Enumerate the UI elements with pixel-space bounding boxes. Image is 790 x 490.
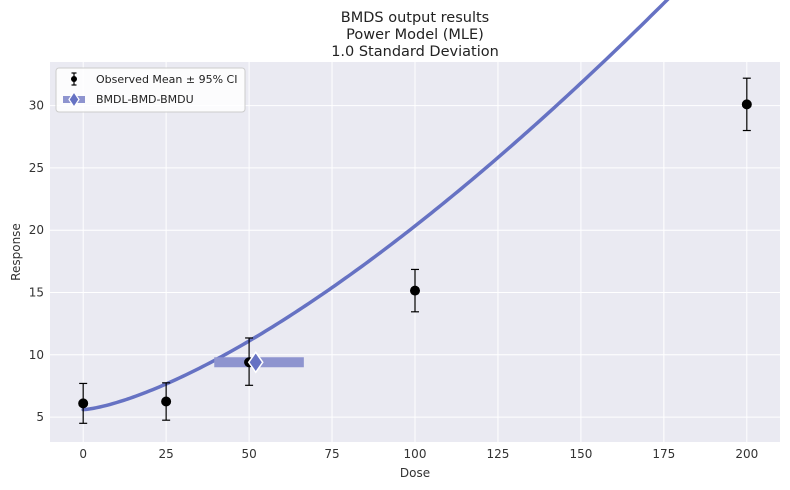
x-tick-label: 200 <box>735 447 758 461</box>
legend-observed-label: Observed Mean ± 95% CI <box>96 73 237 86</box>
bmd-marker <box>247 350 264 374</box>
legend-box <box>55 67 246 113</box>
x-tick-label: 150 <box>569 447 592 461</box>
y-tick-label: 15 <box>29 285 44 299</box>
legend-point-symbol <box>71 76 77 82</box>
x-tick-label: 175 <box>652 447 675 461</box>
observed-point <box>161 396 172 407</box>
x-tick-label: 125 <box>487 447 510 461</box>
observed-point <box>410 285 420 296</box>
model-curve <box>81 0 670 412</box>
chart-title-line-1: BMDS output results <box>341 10 489 26</box>
observed-point <box>78 398 89 409</box>
observed-point <box>741 99 752 110</box>
legend: Observed Mean ± 95% CI BMDL-BMD-BMDU <box>55 67 246 113</box>
x-tick-label: 100 <box>404 447 427 461</box>
x-tick-label: 0 <box>79 447 87 461</box>
x-tick-label: 75 <box>324 447 339 461</box>
y-tick-labels: 5 10 15 20 25 30 <box>29 99 44 424</box>
y-tick-label: 10 <box>29 348 44 362</box>
x-tick-labels: 0 25 50 75 100 125 150 175 200 <box>79 447 758 461</box>
y-tick-label: 30 <box>29 99 44 113</box>
x-tick-label: 25 <box>158 447 173 461</box>
chart-title-line-2: Power Model (MLE) <box>346 27 484 43</box>
legend-bmd-marker-symbol <box>68 90 80 109</box>
chart-title-line-3: 1.0 Standard Deviation <box>331 44 499 60</box>
y-tick-label: 20 <box>29 223 44 237</box>
y-tick-label: 25 <box>29 161 44 175</box>
x-axis-label: Dose <box>400 466 430 480</box>
y-axis-label: Response <box>9 223 23 281</box>
y-tick-label: 5 <box>36 410 44 424</box>
legend-bmd-label: BMDL-BMD-BMDU <box>96 93 194 106</box>
x-tick-label: 50 <box>241 447 256 461</box>
